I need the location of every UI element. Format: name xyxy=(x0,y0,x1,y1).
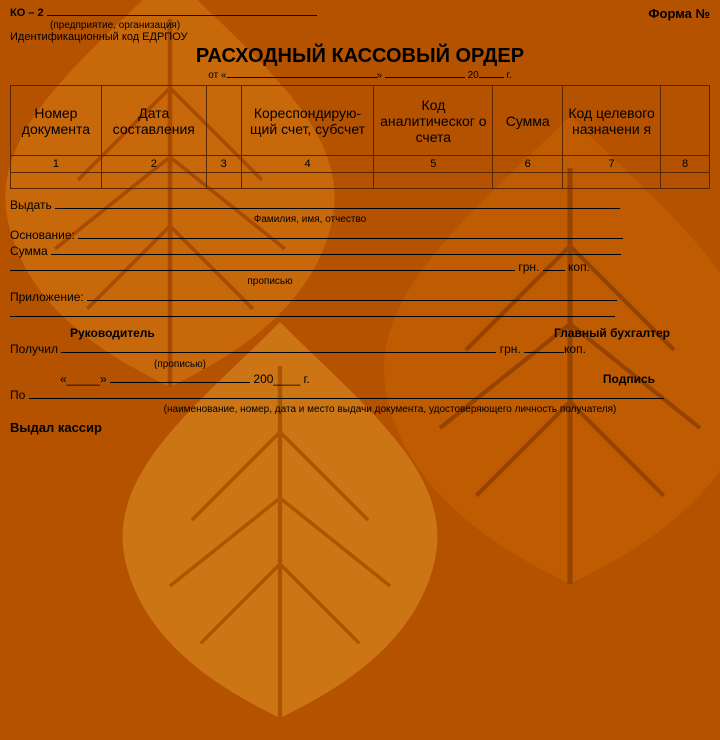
propisyu-caption: прописью xyxy=(210,275,330,289)
summa-label: Сумма xyxy=(10,244,48,258)
grn2: грн. xyxy=(500,342,521,356)
po-caption: (наименование, номер, дата и место выдач… xyxy=(70,403,710,417)
col-5: Код аналитическог о счета xyxy=(374,86,493,156)
summa-line2: грн. коп. xyxy=(10,259,710,275)
fields-block: Выдать Фамилия, имя, отчество Основание:… xyxy=(10,197,710,436)
osnovanie-label: Основание: xyxy=(10,228,75,242)
propisyu2-caption: (прописью) xyxy=(130,358,230,372)
fio-caption: Фамилия, имя, отчество xyxy=(160,213,460,227)
date-line: от « » 20 г. xyxy=(10,70,710,81)
col-4: Кореспондирую-щий счет, субсчет xyxy=(241,86,374,156)
n2: 2 xyxy=(101,156,206,173)
po-label: По xyxy=(10,388,25,402)
vydat-label: Выдать xyxy=(10,198,52,212)
date-close: » xyxy=(377,70,383,81)
summa-line: Сумма xyxy=(10,243,710,259)
header-row: КО – 2 (предприятие, организация) Иденти… xyxy=(10,6,710,43)
sig-row-1: Руководитель Главный бухгалтер xyxy=(10,325,710,341)
title: РАСХОДНЫЙ КАССОВЫЙ ОРДЕР xyxy=(10,45,710,68)
prilozhenie-line2 xyxy=(10,316,615,317)
n6: 6 xyxy=(493,156,563,173)
po-line: По xyxy=(10,387,710,403)
n7: 7 xyxy=(563,156,661,173)
poluchil-line: Получил грн. коп. xyxy=(10,341,710,357)
col-2: Дата составления xyxy=(101,86,206,156)
empty-row xyxy=(11,173,710,189)
rukovoditel-label: Руководитель xyxy=(70,325,155,341)
col-8 xyxy=(661,86,710,156)
col-1: Номер документа xyxy=(11,86,102,156)
org-blank xyxy=(47,6,317,16)
kop2: коп. xyxy=(564,342,586,356)
grn-label: грн. xyxy=(518,260,539,274)
left-header: КО – 2 (предприятие, организация) Иденти… xyxy=(10,6,317,43)
col-7: Код целевого назначени я xyxy=(563,86,661,156)
vydat-line: Выдать xyxy=(10,197,710,213)
date-sign-row: «_____» 200____ г. Подпись xyxy=(10,371,710,387)
prilozhenie-label: Приложение: xyxy=(10,290,84,304)
prilozhenie-line: Приложение: xyxy=(10,289,710,305)
date-open: «_____» xyxy=(60,372,107,386)
date-year: 200____ г. xyxy=(253,372,309,386)
n3: 3 xyxy=(206,156,241,173)
glavbuh-label: Главный бухгалтер xyxy=(554,325,670,341)
header-row: Номер документа Дата составления Кореспо… xyxy=(11,86,710,156)
poluchil-label: Получил xyxy=(10,342,58,356)
col-6: Сумма xyxy=(493,86,563,156)
year-suffix: г. xyxy=(507,70,512,81)
id-code-label: Идентификационный код ЕДРПОУ xyxy=(10,31,188,43)
form-code: КО – 2 xyxy=(10,7,44,19)
date-from: от « xyxy=(208,70,226,81)
col-3 xyxy=(206,86,241,156)
year-prefix: 20 xyxy=(468,70,479,81)
main-table: Номер документа Дата составления Кореспо… xyxy=(10,85,710,189)
osnovanie-line: Основание: xyxy=(10,227,710,243)
form-no-label: Форма № xyxy=(648,6,710,21)
kop-label: коп. xyxy=(568,260,590,274)
n4: 4 xyxy=(241,156,374,173)
n1: 1 xyxy=(11,156,102,173)
num-row: 1 2 3 4 5 6 7 8 xyxy=(11,156,710,173)
podpis-label: Подпись xyxy=(603,371,655,387)
n8: 8 xyxy=(661,156,710,173)
vydal-label: Выдал кассир xyxy=(10,419,710,437)
org-caption: (предприятие, организация) xyxy=(50,20,180,31)
doc-date: «_____» 200____ г. xyxy=(60,371,310,387)
n5: 5 xyxy=(374,156,493,173)
